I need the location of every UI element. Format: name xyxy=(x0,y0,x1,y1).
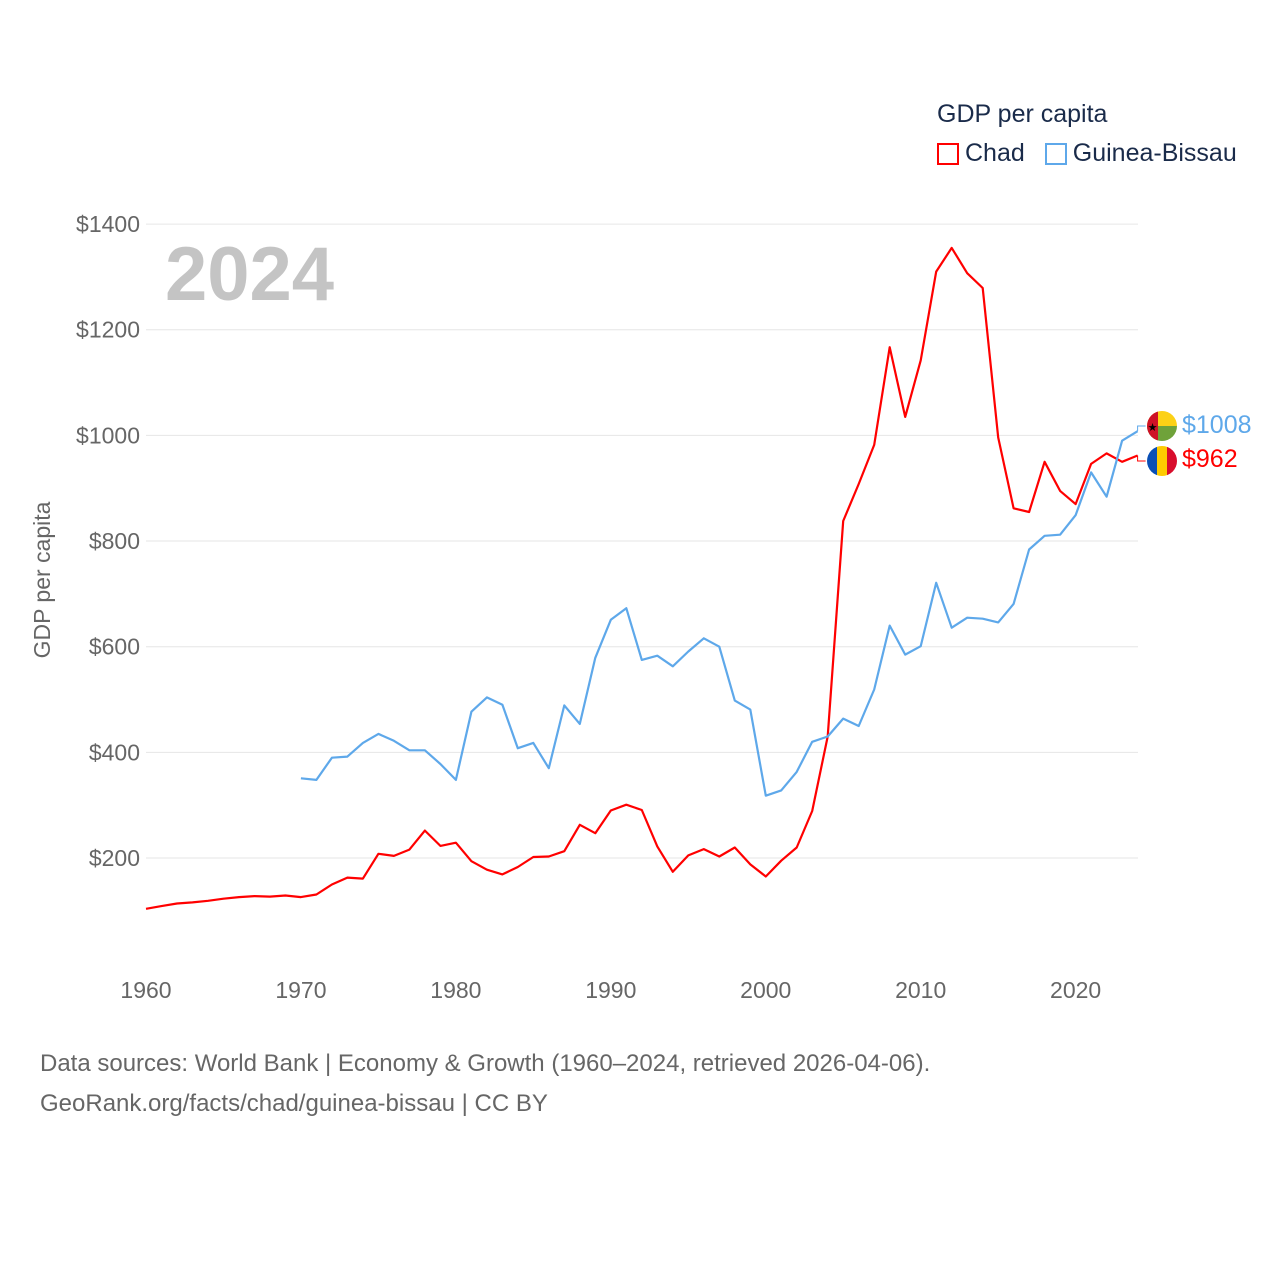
leader-line-guinea-bissau xyxy=(1137,425,1146,432)
x-tick-label: 2010 xyxy=(895,977,946,1003)
source-link[interactable]: GeoRank.org/facts/chad/guinea-bissau | C… xyxy=(40,1090,548,1117)
legend-label-chad: Chad xyxy=(965,139,1025,167)
legend-label-guinea-bissau: Guinea-Bissau xyxy=(1072,139,1237,167)
end-label-chad: $962 xyxy=(1182,445,1238,473)
legend-title: GDP per capita xyxy=(937,100,1108,128)
end-label-guinea-bissau: $1008 xyxy=(1182,411,1252,439)
footer: Data sources: World Bank | Economy & Gro… xyxy=(40,1044,930,1124)
chad-flag-icon xyxy=(1147,446,1177,476)
y-tick-label: $800 xyxy=(89,528,140,554)
year-label: 2024 xyxy=(165,232,334,317)
legend-item-guinea-bissau[interactable]: Guinea-Bissau xyxy=(1044,139,1237,168)
data-sources-text: Data sources: World Bank | Economy & Gro… xyxy=(40,1050,931,1077)
series-line-chad xyxy=(145,246,1139,910)
x-tick-label: 1970 xyxy=(275,977,326,1003)
x-tick-label: 1980 xyxy=(430,977,481,1003)
series-line-guinea-bissau xyxy=(300,430,1139,797)
x-tick-label: 2020 xyxy=(1050,977,1101,1003)
x-tick-label: 2000 xyxy=(740,977,791,1003)
legend-swatch-chad xyxy=(937,142,959,165)
y-axis-label: GDP per capita xyxy=(29,501,55,658)
y-tick-label: $1200 xyxy=(76,317,140,343)
y-tick-label: $600 xyxy=(89,634,140,660)
x-tick-label: 1990 xyxy=(585,977,636,1003)
y-tick-label: $400 xyxy=(89,739,140,765)
y-tick-label: $200 xyxy=(89,845,140,871)
leader-line-chad xyxy=(1137,455,1146,462)
x-tick-label: 1960 xyxy=(120,977,171,1003)
guinea-bissau-flag-icon: ★ xyxy=(1147,411,1177,441)
legend: GDP per capita Chad Guinea-Bissau xyxy=(937,100,1237,168)
y-tick-label: $1400 xyxy=(76,211,140,237)
y-tick-label: $1000 xyxy=(76,422,140,448)
legend-item-chad[interactable]: Chad xyxy=(937,139,1025,168)
legend-swatch-guinea-bissau xyxy=(1044,142,1067,165)
svg-text:★: ★ xyxy=(1148,422,1158,434)
